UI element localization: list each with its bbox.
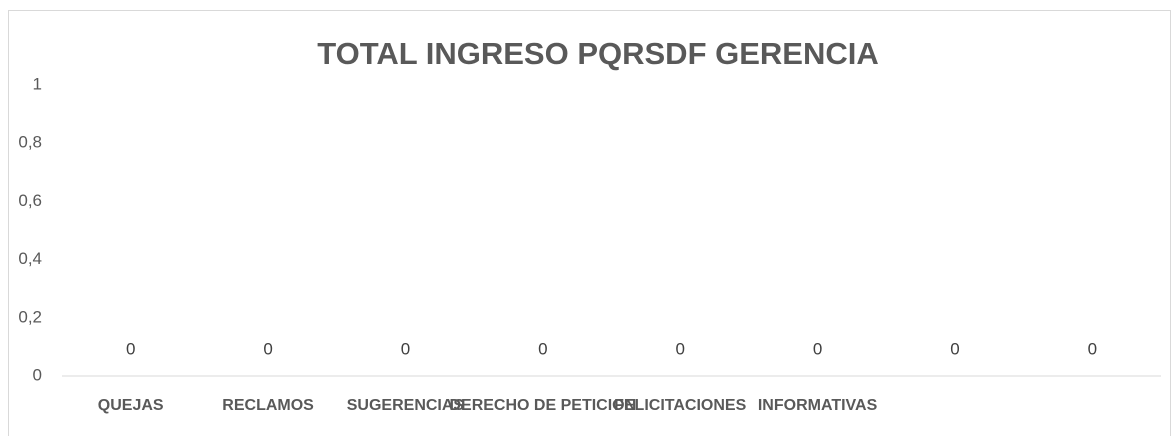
data-label: 0 bbox=[126, 339, 135, 358]
data-label: 0 bbox=[1088, 339, 1097, 358]
chart-title: TOTAL INGRESO PQRSDF GERENCIA bbox=[317, 36, 879, 71]
x-tick-label: SUGERENCIAS bbox=[347, 397, 465, 414]
x-tick-label: FELICITACIONES bbox=[614, 397, 746, 414]
data-label: 0 bbox=[401, 339, 410, 358]
y-tick-label: 0,6 bbox=[18, 191, 42, 210]
x-tick-label: QUEJAS bbox=[98, 397, 164, 414]
data-label: 0 bbox=[538, 339, 547, 358]
y-tick-label: 0 bbox=[33, 365, 42, 384]
data-label: 0 bbox=[813, 339, 822, 358]
chart-border bbox=[8, 10, 1171, 436]
y-tick-label: 0,2 bbox=[18, 307, 42, 326]
x-tick-label: RECLAMOS bbox=[222, 397, 314, 414]
data-label: 0 bbox=[675, 339, 684, 358]
data-label: 0 bbox=[263, 339, 272, 358]
x-tick-label: INFORMATIVAS bbox=[758, 397, 878, 414]
y-tick-label: 0,4 bbox=[18, 249, 42, 268]
x-tick-label: DERECHO DE PETICION bbox=[449, 397, 636, 414]
y-tick-label: 0,8 bbox=[18, 133, 42, 152]
y-tick-label: 1 bbox=[33, 74, 42, 93]
data-label: 0 bbox=[950, 339, 959, 358]
